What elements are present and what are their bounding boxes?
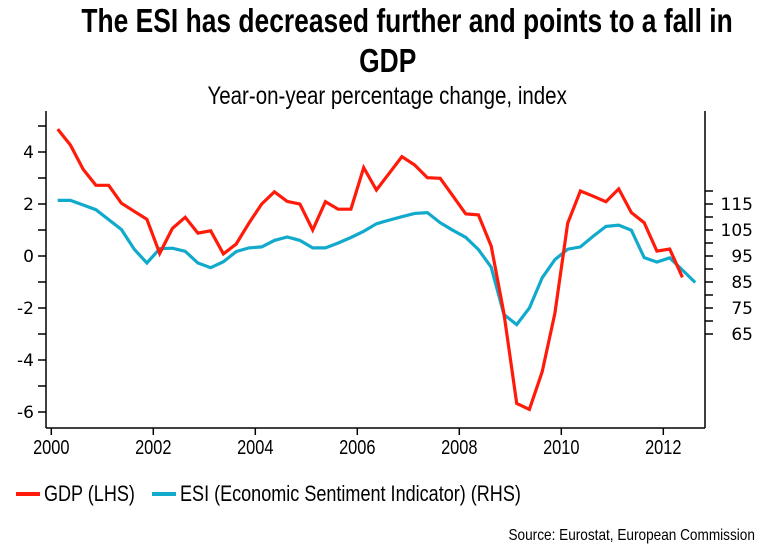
series-line-gdp xyxy=(56,128,684,412)
source-note: Source: Eurostat, European Commission xyxy=(508,527,755,544)
legend-swatch-esi xyxy=(152,492,176,496)
y-tick-label-right: 85 xyxy=(731,273,753,293)
x-tick-label: 2008 xyxy=(441,435,477,458)
x-tick-label: 2010 xyxy=(543,435,579,458)
y-tick-label-left: 0 xyxy=(23,247,34,267)
x-tick-label: 2002 xyxy=(135,435,171,458)
x-tick-label: 2006 xyxy=(339,435,375,458)
y-tick-label-right: 75 xyxy=(731,299,753,319)
legend-label-esi: ESI (Economic Sentiment Indicator) (RHS) xyxy=(180,481,521,506)
y-tick-label-left: -2 xyxy=(17,299,34,319)
series-layer xyxy=(56,128,697,412)
chart-title-line-2: GDP xyxy=(358,42,417,79)
y-tick-label-right: 115 xyxy=(721,195,753,215)
legend-label-gdp: GDP (LHS) xyxy=(44,481,135,506)
x-tick-label: 2012 xyxy=(645,435,681,458)
axes-layer: -6 -4 -2 0 2 4 65 75 85 95 105 115 2000 2002 2004 2006 2… xyxy=(17,111,753,458)
chart-subtitle: Year-on-year percentage change, index xyxy=(207,82,568,110)
y-tick-label-left: -6 xyxy=(17,403,34,423)
y-tick-label-right: 105 xyxy=(721,221,753,241)
y-tick-label-left: -4 xyxy=(17,351,34,371)
y-tick-label-left: 2 xyxy=(23,195,34,215)
y-tick-label-right: 95 xyxy=(731,247,753,267)
x-tick-label: 2000 xyxy=(33,435,69,458)
chart-title-line-1: The ESI has decreased further and points… xyxy=(81,2,733,39)
legend-item-esi: ESI (Economic Sentiment Indicator) (RHS) xyxy=(152,480,596,508)
y-tick-label-left: 4 xyxy=(23,143,34,163)
legend-item-gdp: GDP (LHS) xyxy=(16,480,155,508)
series-line-esi xyxy=(57,198,697,327)
x-tick-label: 2004 xyxy=(237,435,273,458)
y-tick-label-right: 65 xyxy=(731,325,753,345)
legend-swatch-gdp xyxy=(16,492,40,496)
